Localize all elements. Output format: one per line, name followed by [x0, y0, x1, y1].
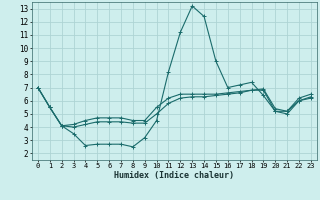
- X-axis label: Humidex (Indice chaleur): Humidex (Indice chaleur): [115, 171, 234, 180]
